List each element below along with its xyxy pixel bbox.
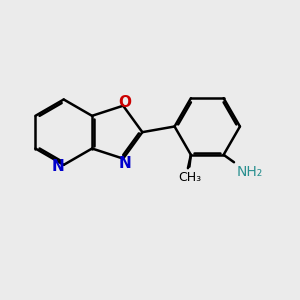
Text: N: N (118, 156, 131, 171)
Text: CH₃: CH₃ (178, 171, 201, 184)
Text: O: O (118, 94, 131, 110)
Text: NH₂: NH₂ (237, 165, 263, 179)
Text: N: N (52, 159, 65, 174)
